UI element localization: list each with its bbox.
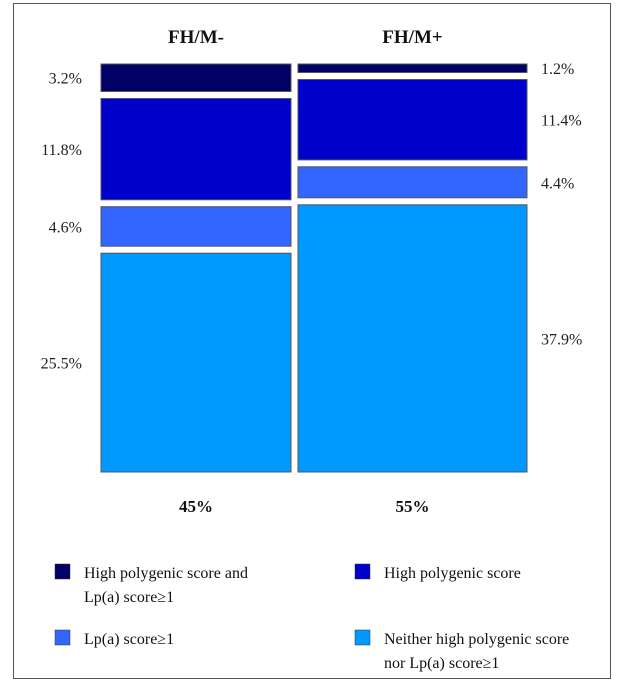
legend-label-3-0: Neither high polygenic score: [384, 631, 569, 648]
legend-label-1-0: High polygenic score: [384, 565, 521, 582]
legend-label-3-1: nor Lp(a) score≥1: [384, 655, 499, 672]
legend-swatch-1: [354, 563, 371, 580]
segment-fh-m-minus-2: [100, 206, 292, 247]
segment-fh-m-minus-0: [100, 63, 292, 92]
legend-label-0-1: Lp(a) score≥1: [84, 589, 174, 606]
segment-label-fh-m-plus-1: 11.4%: [541, 113, 582, 130]
segment-fh-m-plus-3: [297, 204, 528, 473]
segment-label-fh-m-plus-0: 1.2%: [541, 61, 574, 78]
legend-label-0-0: High polygenic score and: [84, 565, 248, 582]
legend-swatch-3: [354, 629, 371, 646]
legend-swatch-0: [54, 563, 71, 580]
segment-fh-m-minus-3: [100, 252, 292, 473]
segment-label-fh-m-plus-2: 4.4%: [541, 175, 574, 192]
segment-fh-m-plus-0: [297, 63, 528, 73]
segment-label-fh-m-minus-0: 3.2%: [49, 71, 82, 88]
column-header-fh-m-minus: FH/M-: [168, 27, 224, 48]
segment-fh-m-minus-1: [100, 98, 292, 201]
segment-label-fh-m-minus-1: 11.8%: [41, 142, 82, 159]
segment-fh-m-plus-2: [297, 166, 528, 199]
segment-label-fh-m-plus-3: 37.9%: [541, 331, 582, 348]
segment-fh-m-plus-1: [297, 79, 528, 161]
segment-label-fh-m-minus-3: 25.5%: [41, 356, 82, 373]
column-share-fh-m-minus: 45%: [179, 497, 213, 516]
segment-label-fh-m-minus-2: 4.6%: [49, 220, 82, 237]
legend-label-2-0: Lp(a) score≥1: [84, 631, 174, 648]
legend-swatch-2: [54, 629, 71, 646]
column-header-fh-m-plus: FH/M+: [382, 27, 442, 48]
column-share-fh-m-plus: 55%: [396, 497, 430, 516]
